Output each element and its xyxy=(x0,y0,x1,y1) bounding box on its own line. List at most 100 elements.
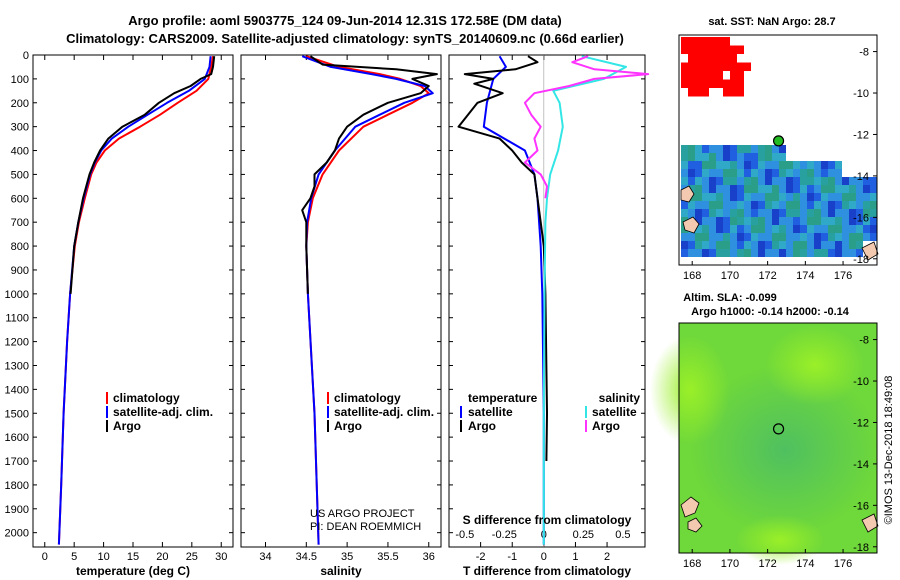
project-credit: US ARGO PROJECT xyxy=(310,508,415,520)
sst-cell xyxy=(758,217,765,225)
sst-cell xyxy=(758,249,765,257)
sst-cell xyxy=(744,193,751,201)
sst-cell xyxy=(758,185,765,193)
sst-cell xyxy=(695,217,702,225)
sst-cell xyxy=(828,201,835,209)
sst-cell xyxy=(821,225,828,233)
sst-cell xyxy=(737,169,744,177)
sst-cell xyxy=(765,225,772,233)
sst-cell xyxy=(702,177,709,185)
sst-cell xyxy=(772,241,779,249)
sst-cell xyxy=(723,88,744,97)
sst-cell xyxy=(688,145,695,153)
sst-cell xyxy=(807,217,814,225)
sst-cell xyxy=(779,233,786,241)
sla-map-title: Altim. SLA: -0.099 xyxy=(683,292,777,304)
depth-tick-label: 1200 xyxy=(5,337,29,349)
sst-cell xyxy=(786,217,793,225)
sst-cell xyxy=(849,185,856,193)
sst-cell xyxy=(870,233,877,241)
sst-cell xyxy=(786,169,793,177)
sst-cell xyxy=(681,201,688,209)
sst-cell xyxy=(702,145,709,153)
salinity-xlabel: salinity xyxy=(320,564,362,578)
sst-cell xyxy=(744,249,751,257)
sst-cell xyxy=(835,201,842,209)
sst-cell xyxy=(793,193,800,201)
difference-plot: -2 -1 0 1 2-0.5 -0.25 0 0.25 0.5 xyxy=(449,54,650,563)
sst-cell xyxy=(723,161,730,169)
series-line-s-satellite xyxy=(542,55,627,545)
x-tick-label: 35 xyxy=(341,551,353,563)
legend-label-s-argo: Argo xyxy=(592,419,620,433)
sst-cell xyxy=(870,193,877,201)
sst-cell xyxy=(758,225,765,233)
legend-title-temperature: temperature xyxy=(468,391,538,405)
sst-cell xyxy=(709,233,716,241)
sla-map-frame xyxy=(678,322,878,554)
sst-cell xyxy=(695,225,702,233)
sst-cell xyxy=(765,177,772,185)
sst-cell xyxy=(793,241,800,249)
sst-cell xyxy=(737,241,744,249)
sst-cell xyxy=(695,145,702,153)
series-line-t-satellite xyxy=(482,55,545,545)
sst-cell xyxy=(842,241,849,249)
sst-cell xyxy=(751,209,758,217)
land-island xyxy=(687,517,703,533)
map-y-tick-label: -16 xyxy=(853,212,869,224)
sst-cell xyxy=(814,201,821,209)
sst-cell xyxy=(723,209,730,217)
sst-cell xyxy=(744,153,751,161)
temperature-xlabel: temperature (deg C) xyxy=(76,564,190,578)
imos-credit: ©IMOS 13-Dec-2018 18:49:08 xyxy=(883,376,895,525)
sst-cell xyxy=(863,201,870,209)
legend-label-satellite: satellite-adj. clim. xyxy=(113,405,213,419)
sst-cell xyxy=(737,145,744,153)
sst-cell xyxy=(751,145,758,153)
land-island xyxy=(861,241,879,261)
sst-cell xyxy=(765,169,772,177)
sst-cell xyxy=(716,201,723,209)
sst-cell xyxy=(800,241,807,249)
sst-cell xyxy=(681,62,751,71)
sst-cell xyxy=(681,145,688,153)
sst-cell xyxy=(807,169,814,177)
legend-label-climatology: climatology xyxy=(113,391,180,405)
sst-cell xyxy=(730,201,737,209)
sst-cell xyxy=(835,249,842,257)
sst-cell xyxy=(849,233,856,241)
sst-cell xyxy=(695,209,702,217)
sst-cell xyxy=(688,88,709,97)
sst-cell xyxy=(681,79,744,88)
map-y-tick-label: -10 xyxy=(853,88,869,100)
map-x-tick-label: 170 xyxy=(721,270,739,282)
sst-cell xyxy=(870,217,877,225)
sst-cell xyxy=(744,145,751,153)
sst-cell xyxy=(730,233,737,241)
legend-label-argo: Argo xyxy=(113,419,141,433)
sst-cell xyxy=(723,217,730,225)
sst-cell xyxy=(849,201,856,209)
sst-cell xyxy=(716,241,723,249)
sst-cell xyxy=(744,233,751,241)
depth-tick-label: 300 xyxy=(11,122,29,134)
sst-cell xyxy=(793,249,800,257)
sst-cell xyxy=(821,161,828,169)
sst-cell xyxy=(730,225,737,233)
sst-cell xyxy=(716,233,723,241)
sst-cell xyxy=(765,193,772,201)
sst-cell xyxy=(702,201,709,209)
depth-tick-label: 600 xyxy=(11,193,29,205)
sst-cell xyxy=(758,169,765,177)
sst-cell xyxy=(688,177,695,185)
x-tick-label: 34.5 xyxy=(296,551,317,563)
sst-cell xyxy=(765,241,772,249)
sst-cell xyxy=(786,225,793,233)
temperature-plot-frame xyxy=(32,54,234,548)
x-tick-label: 0 xyxy=(42,551,48,563)
sst-cell xyxy=(779,201,786,209)
sst-cell xyxy=(821,185,828,193)
sst-cell xyxy=(723,177,730,185)
sst-cell xyxy=(716,185,723,193)
